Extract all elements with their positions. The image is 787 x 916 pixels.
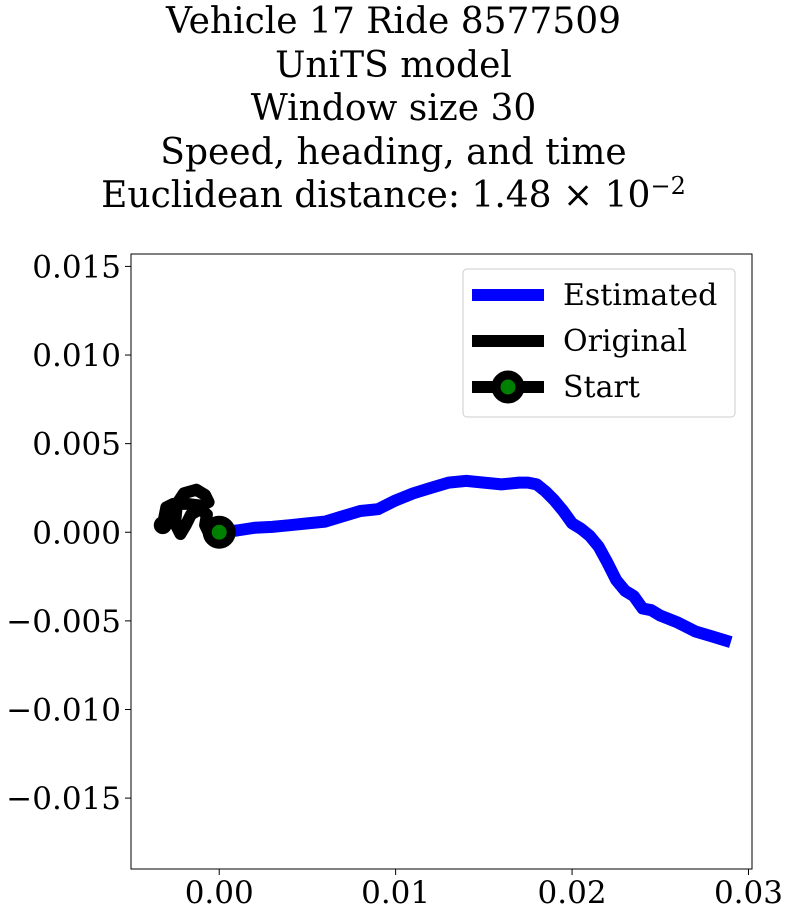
y-tick-label: 0.015 (32, 249, 121, 285)
title-distance-base: 10 (604, 175, 651, 216)
legend-estimated-label: Estimated (563, 278, 717, 313)
title-distance-prefix: Euclidean distance: 1.48 (101, 175, 552, 216)
legend: Estimated Original Start (462, 268, 736, 418)
legend-box (462, 268, 736, 418)
chart-title: Vehicle 17 Ride 8577509 UniTS model Wind… (0, 0, 787, 218)
legend-start-label: Start (563, 370, 640, 405)
legend-start-marker (491, 370, 525, 404)
series-estimated-line (218, 474, 733, 648)
series-original-end-point (153, 516, 172, 535)
x-tick-label: 0.03 (714, 875, 783, 911)
title-line-4: Speed, heading, and time (160, 131, 627, 173)
title-distance-times: × (563, 175, 594, 216)
x-tick-label: 0.02 (538, 875, 607, 911)
title-distance-exponent: −2 (650, 172, 686, 200)
y-tick-label: 0.010 (32, 338, 121, 374)
y-tick-label: 0.005 (32, 427, 121, 463)
title-line-2: UniTS model (275, 44, 512, 86)
start-marker (202, 515, 236, 549)
legend-original-label: Original (563, 324, 687, 359)
x-tick-label: 0.01 (361, 875, 430, 911)
title-line-1: Vehicle 17 Ride 8577509 (165, 1, 622, 42)
y-tick-label: −0.015 (6, 781, 121, 817)
y-tick-label: 0.000 (32, 515, 121, 551)
plot-frame (130, 253, 753, 870)
y-tick-label: −0.010 (6, 692, 121, 728)
series-original-line (156, 483, 220, 540)
y-tick-label: −0.005 (6, 604, 121, 640)
x-tick-label: 0.00 (185, 875, 254, 911)
title-line-5: Euclidean distance: 1.48 × 10−2 (0, 174, 787, 218)
title-line-3: Window size 30 (250, 88, 537, 129)
